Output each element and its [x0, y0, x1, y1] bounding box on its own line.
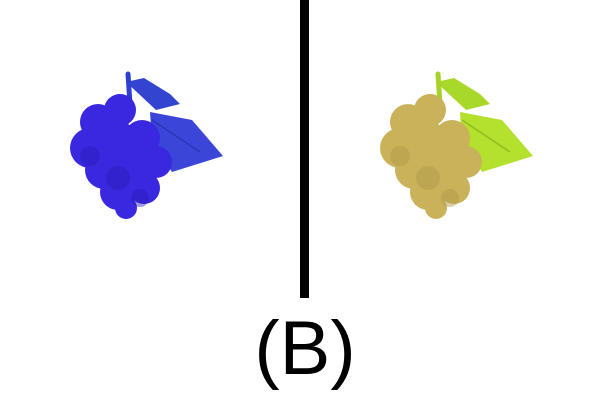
gold-grape-cluster-icon	[370, 60, 540, 230]
panel-label: (B)	[254, 306, 356, 391]
divider-line	[300, 0, 309, 298]
blue-grape-cluster-icon	[60, 60, 230, 230]
